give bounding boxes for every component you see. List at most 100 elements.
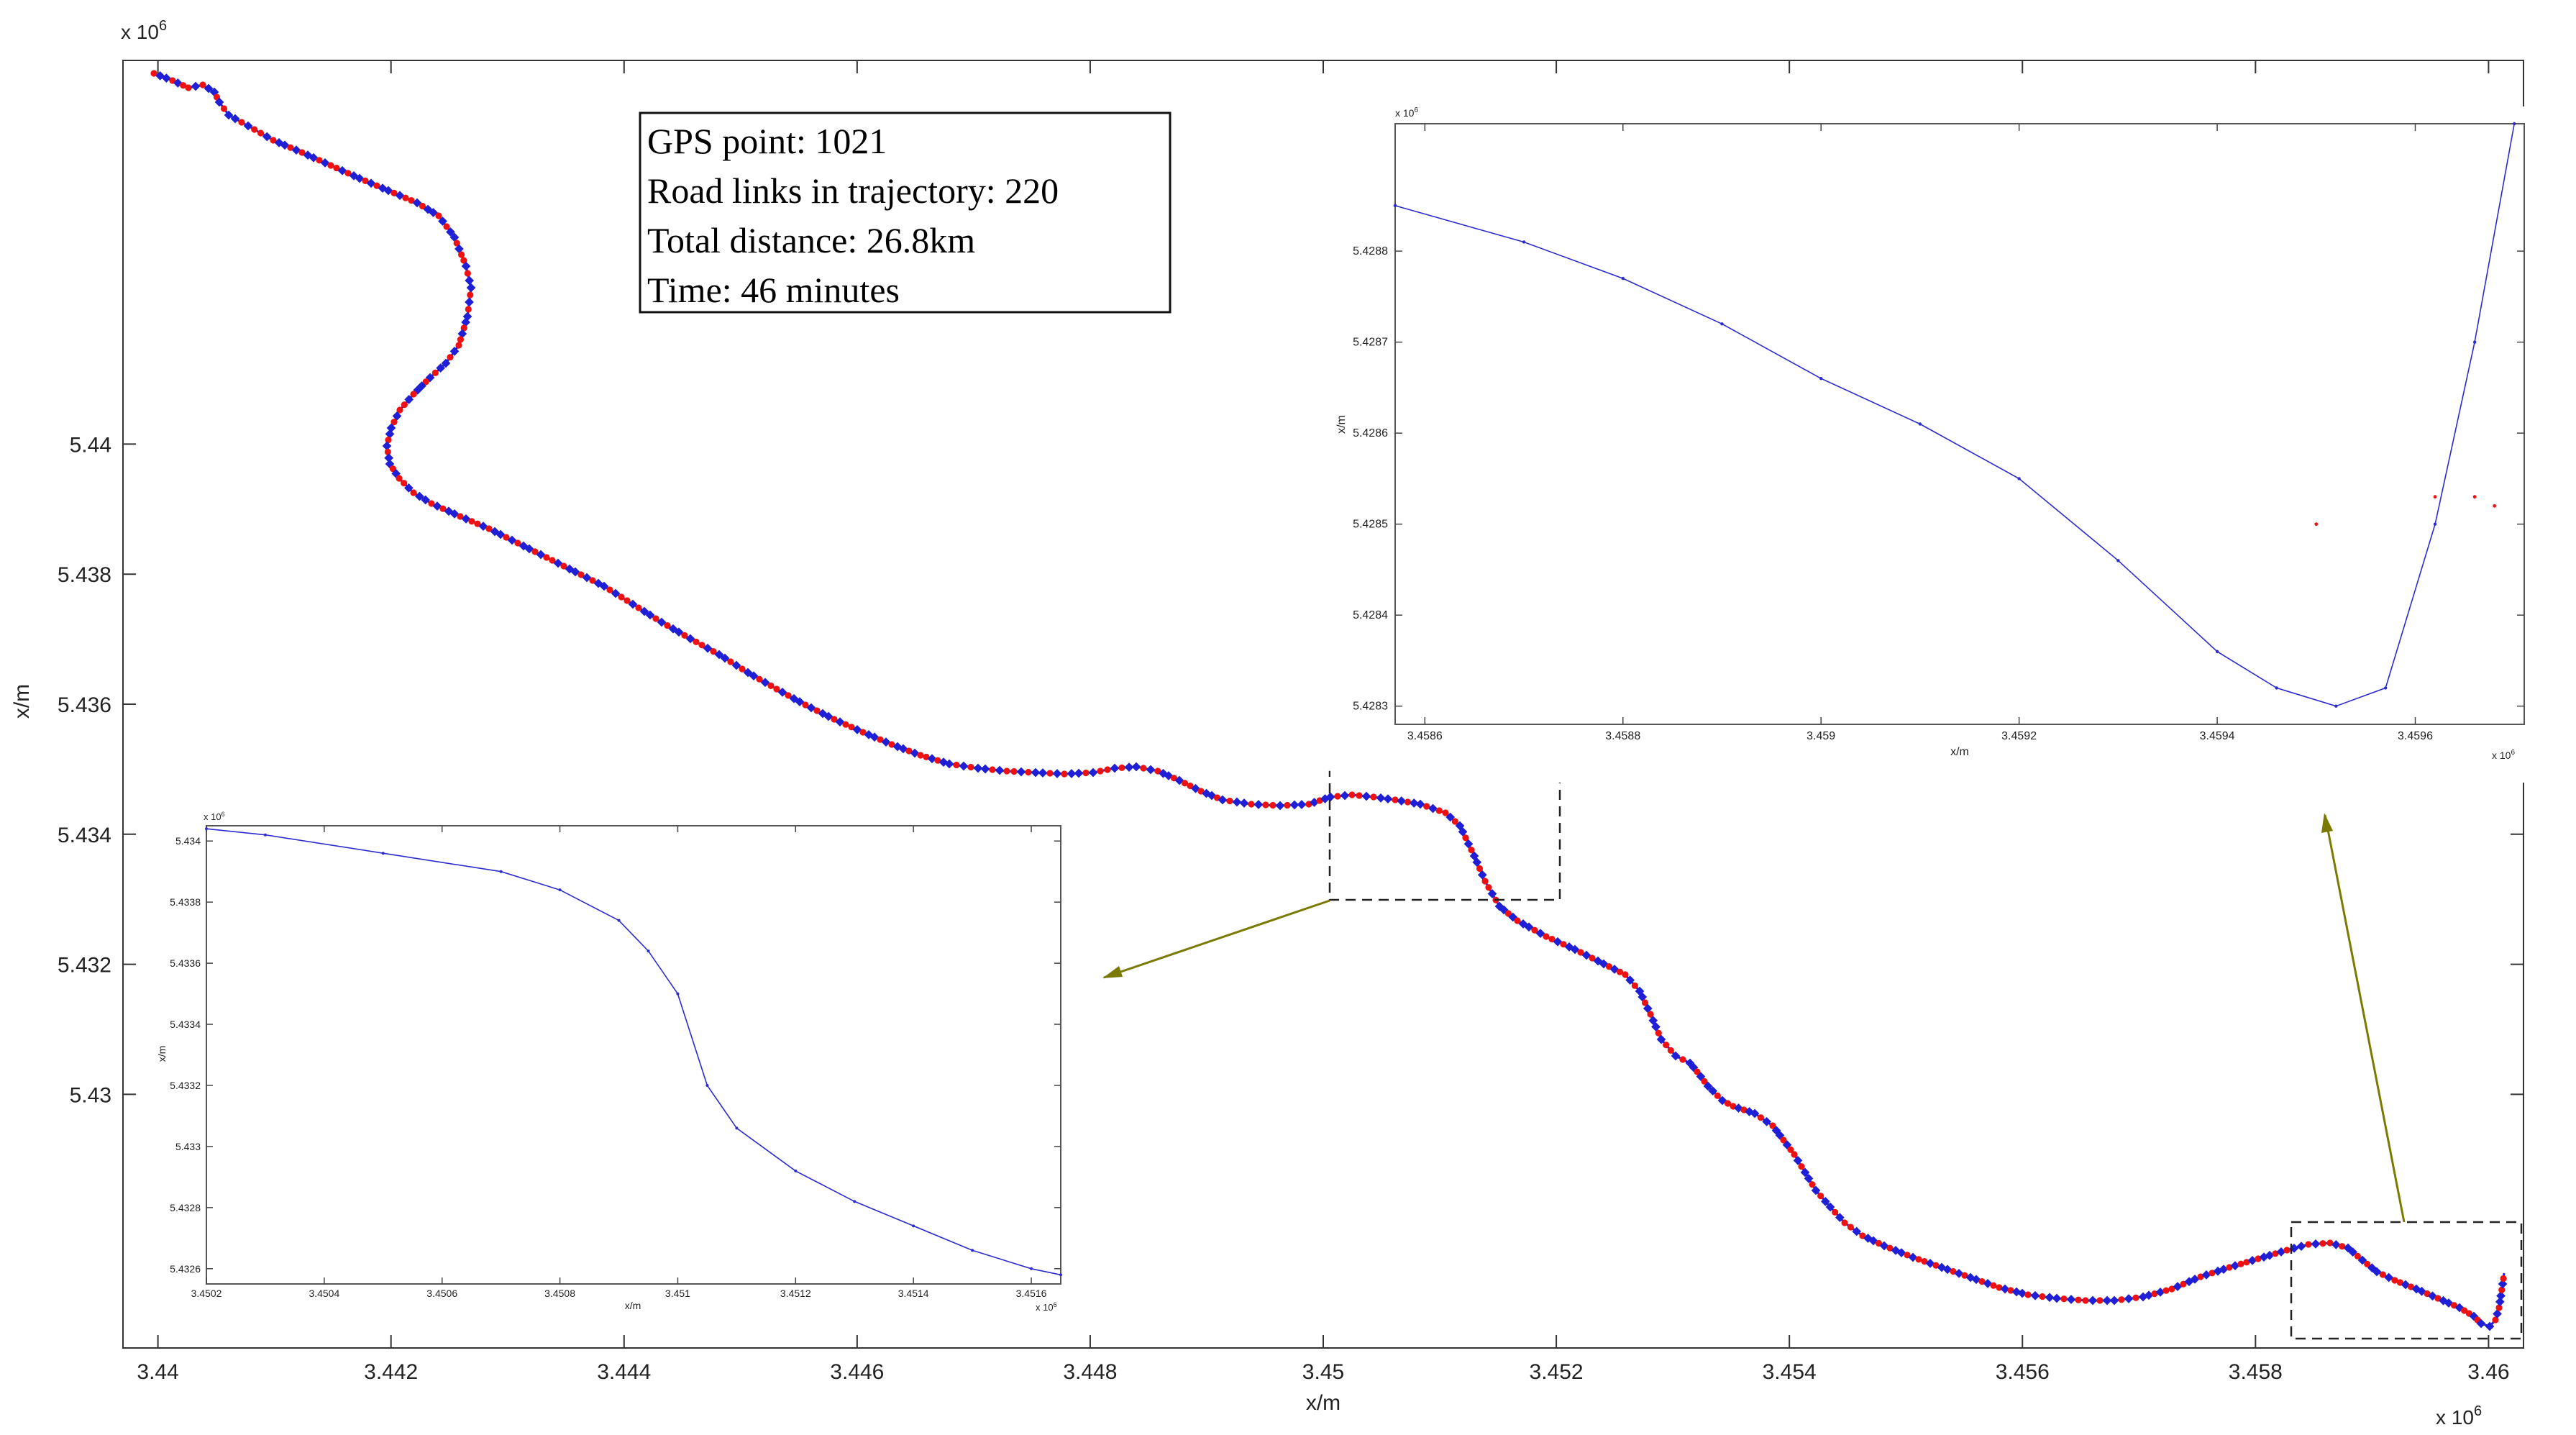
gps-point-red	[1701, 1078, 1708, 1085]
inset-left-x-tick-label: 3.4512	[780, 1288, 811, 1299]
gps-point-red	[1548, 936, 1556, 943]
gps-point-red	[298, 149, 306, 156]
inset-left-y-tick-label: 5.4336	[170, 957, 201, 969]
gps-point-red	[464, 270, 471, 277]
gps-point-red	[1435, 807, 1443, 814]
gps-point-red	[767, 682, 775, 690]
inset-right-point	[2472, 340, 2477, 344]
gps-point-red	[1462, 834, 1469, 842]
gps-point-red	[2498, 1286, 2506, 1293]
inset-left-x-tick-label: 3.4506	[426, 1288, 457, 1299]
inset-left-x-tick-label: 3.451	[665, 1288, 690, 1299]
gps-point-red	[1780, 1136, 1787, 1144]
gps-point-blue	[1297, 800, 1307, 809]
gps-point-red	[1915, 1256, 1922, 1263]
gps-point-red	[1010, 767, 1018, 775]
gps-point-red	[251, 126, 258, 133]
main-x-ticks: 3.44 3.442 3.444 3.446 3.448 3.45 3.452 3.454 3.…	[137, 60, 2510, 1384]
gps-point-red	[2305, 1241, 2312, 1248]
gps-point-blue	[1088, 767, 1098, 778]
inset-right-y-label: x/m	[1335, 415, 1348, 434]
inset-left-point	[617, 919, 621, 922]
inset-left-point	[1030, 1267, 1033, 1270]
inset-right-point	[2017, 477, 2021, 480]
gps-point-blue	[1463, 839, 1474, 849]
gps-point-red	[390, 419, 398, 426]
gps-point-red	[402, 194, 409, 201]
gps-point-red	[458, 251, 465, 258]
gps-point-blue	[320, 158, 330, 168]
gps-point-red	[2492, 1316, 2499, 1324]
gps-point-red	[467, 291, 474, 299]
gps-point-blue	[1983, 1279, 1993, 1288]
inset-left-y-tick-label: 5.434	[175, 835, 201, 847]
gps-point-red	[2168, 1285, 2175, 1293]
gps-point-blue	[1638, 992, 1648, 1002]
gps-point-red	[1787, 1146, 1794, 1153]
gps-point-red	[905, 747, 913, 755]
gps-point-blue	[1535, 929, 1545, 938]
gps-point-red	[2500, 1275, 2507, 1283]
inset-right-red-point	[2433, 495, 2437, 499]
gps-point-red	[2024, 1291, 2032, 1298]
inset-right-point	[1621, 276, 1625, 281]
gps-point-red	[2075, 1296, 2082, 1303]
gps-point-red	[710, 648, 717, 655]
gps-point-blue	[466, 283, 476, 293]
gps-point-red	[1269, 801, 1276, 809]
inset-right-red-point	[2493, 504, 2497, 508]
main-y-axis-label: x/m	[10, 684, 34, 719]
gps-point-red	[1757, 1114, 1764, 1121]
zoom-box-end	[2290, 1221, 2523, 1340]
gps-point-blue	[1908, 1252, 1918, 1262]
inset-right-background	[1330, 106, 2542, 783]
gps-point-red	[447, 354, 454, 361]
inset-right-red-point	[2314, 522, 2319, 527]
inset-right-point	[2334, 704, 2338, 708]
gps-point-red	[589, 577, 596, 584]
gps-point-red	[457, 336, 465, 343]
gps-point-blue	[1275, 801, 1285, 811]
gps-point-red	[457, 513, 464, 520]
gps-point-red	[531, 548, 539, 555]
main-y-tick-label: 5.436	[58, 693, 111, 717]
gps-point-blue	[1656, 1034, 1666, 1044]
gps-point-blue	[204, 83, 214, 94]
gps-point-blue	[1146, 765, 1156, 775]
gps-point-red	[435, 212, 442, 219]
gps-point-blue	[2476, 1318, 2486, 1329]
main-x-tick-label: 3.45	[1302, 1360, 1344, 1384]
gps-point-red	[1514, 917, 1521, 924]
main-y-tick-label: 5.432	[58, 954, 111, 978]
gps-point-red	[468, 518, 475, 525]
gps-point-blue	[2045, 1293, 2055, 1303]
inset-right-point	[1522, 240, 1526, 244]
gps-point-red	[1226, 797, 1233, 805]
gps-point-red	[390, 189, 398, 196]
gps-point-blue	[1124, 762, 1134, 773]
gps-point-blue	[1553, 937, 1563, 947]
gps-point-red	[503, 534, 510, 541]
gps-point-red	[410, 391, 417, 398]
gps-point-blue	[1031, 767, 1041, 778]
gps-point-blue	[1253, 800, 1264, 809]
gps-point-red	[1798, 1163, 1805, 1170]
gps-point-red	[1847, 1224, 1854, 1231]
gps-point-blue	[1581, 950, 1591, 960]
gps-point-red	[624, 597, 631, 604]
gps-point-blue	[1703, 1081, 1713, 1091]
gps-point-blue	[2230, 1261, 2240, 1270]
gps-point-red	[2379, 1271, 2386, 1278]
gps-point-blue	[2372, 1267, 2382, 1277]
gps-point-red	[606, 586, 613, 593]
inset-right-y-tick-label: 5.4284	[1353, 609, 1388, 621]
info-total-distance: Total distance: 26.8km	[647, 220, 975, 260]
gps-point-red	[439, 505, 447, 512]
inset-left: 3.4502 3.4504 3.4506 3.4508 3.451 3.4512 3.451…	[147, 809, 1075, 1324]
gps-point-red	[1003, 767, 1010, 775]
gps-point-red	[1481, 878, 1489, 885]
inset-left-x-exponent: x 106	[1036, 1301, 1057, 1313]
info-gps-points: GPS point: 1021	[647, 121, 887, 161]
gps-point-red	[1356, 792, 1363, 799]
gps-point-red	[1616, 968, 1624, 975]
